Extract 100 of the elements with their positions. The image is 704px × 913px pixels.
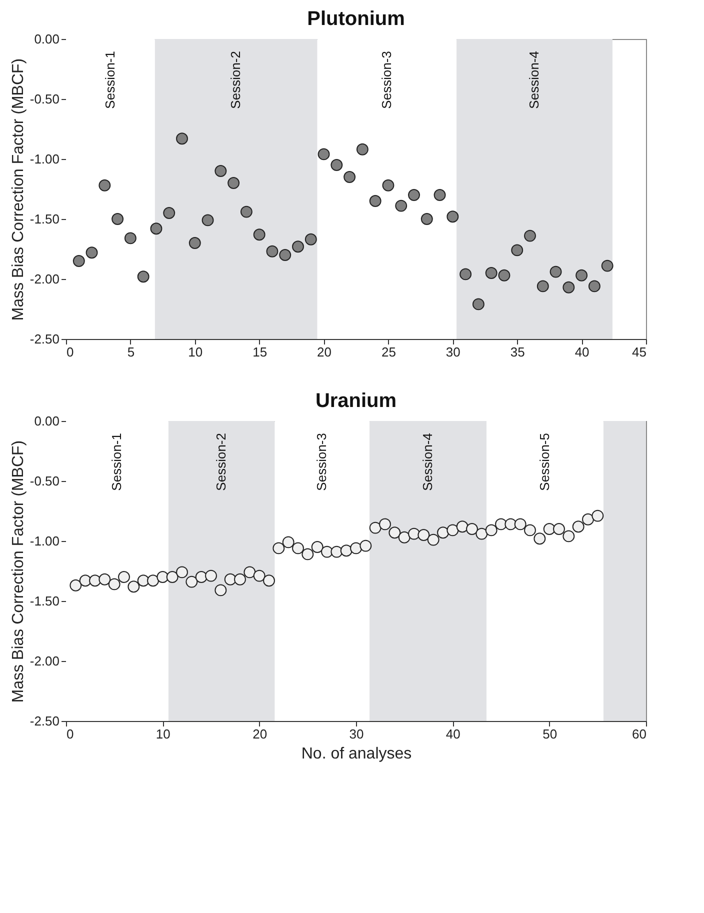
point: [485, 524, 498, 536]
point: [292, 542, 304, 554]
point: [408, 528, 420, 540]
point: [553, 523, 565, 535]
point: [360, 540, 372, 552]
point: [70, 579, 82, 592]
point: [253, 570, 266, 582]
band-label: Session-3: [378, 51, 394, 109]
x-tick-label: 0: [66, 726, 74, 742]
point: [408, 189, 420, 201]
point: [340, 544, 352, 557]
point: [176, 566, 188, 578]
band-label: Session-1: [109, 433, 124, 491]
point: [536, 280, 549, 292]
x-tick-label: 35: [510, 344, 525, 360]
point: [427, 534, 440, 546]
point: [356, 143, 368, 156]
y-tick-label: -0.50: [30, 92, 60, 106]
point: [224, 573, 236, 586]
band-label: Session-5: [536, 433, 552, 491]
point: [292, 240, 304, 253]
point: [592, 510, 604, 522]
point: [524, 230, 536, 242]
point: [434, 189, 446, 201]
point: [98, 179, 111, 192]
x-axis-title: No. of analyses: [301, 746, 412, 762]
point: [460, 268, 472, 280]
x-tick-label: 45: [632, 344, 646, 360]
y-tick-label: -1.00: [30, 152, 60, 166]
point: [466, 523, 478, 535]
point: [398, 531, 410, 544]
point: [550, 266, 562, 278]
x-tick-label: 5: [127, 344, 135, 360]
point: [147, 574, 159, 587]
point: [446, 524, 459, 536]
point: [195, 571, 208, 583]
y-tick-label: -1.50: [30, 594, 60, 608]
x-tick-label: 60: [632, 726, 646, 742]
point: [266, 245, 278, 258]
point: [321, 546, 333, 558]
point: [98, 573, 111, 586]
x-tick-label: 40: [446, 726, 460, 742]
point: [302, 548, 314, 560]
point: [205, 570, 217, 582]
x-tick-label: 10: [156, 726, 170, 742]
point: [263, 574, 275, 587]
point: [234, 573, 246, 586]
point: [89, 574, 101, 587]
point: [562, 281, 575, 294]
point: [582, 513, 594, 526]
point: [330, 159, 343, 171]
point: [311, 541, 324, 553]
point: [188, 237, 201, 249]
point: [511, 244, 524, 256]
point: [476, 528, 488, 540]
point: [446, 210, 459, 223]
point: [524, 524, 536, 536]
point: [272, 542, 285, 554]
point: [228, 177, 240, 189]
x-tick-label: 30: [446, 344, 460, 360]
point: [163, 207, 176, 219]
point: [562, 530, 575, 542]
x-tick-label: 15: [252, 344, 268, 360]
point: [124, 232, 136, 244]
point: [576, 269, 588, 282]
x-tick-label: 20: [252, 726, 268, 742]
point: [304, 233, 317, 246]
x-tick-label: 0: [66, 344, 74, 360]
point: [495, 518, 507, 530]
point: [485, 267, 498, 279]
point: [150, 222, 162, 235]
point: [137, 270, 150, 283]
point: [253, 228, 266, 241]
y-tick-label: -2.50: [30, 332, 60, 346]
point: [176, 132, 188, 145]
point: [382, 179, 394, 192]
point: [395, 200, 408, 212]
point: [240, 206, 252, 218]
y-axis-title: Mass Bias Correction Factor (MBCF): [10, 58, 27, 321]
chart-title: Uranium: [315, 390, 397, 412]
point: [244, 566, 256, 578]
x-tick-label: 40: [574, 344, 590, 360]
point: [534, 532, 546, 545]
point: [186, 576, 198, 588]
point: [202, 214, 214, 226]
band-label: Session-2: [228, 51, 244, 109]
point: [214, 584, 227, 596]
point: [420, 213, 433, 225]
point: [112, 213, 124, 225]
point: [369, 195, 382, 207]
point: [330, 546, 343, 558]
point: [388, 526, 401, 539]
band-label: Session-4: [420, 433, 436, 491]
x-tick-label: 25: [381, 344, 396, 360]
point: [156, 571, 169, 583]
point: [456, 520, 468, 533]
y-tick-label: -2.00: [30, 272, 60, 286]
point: [437, 526, 449, 539]
point: [504, 518, 517, 530]
y-tick-label: 0.00: [34, 32, 60, 46]
